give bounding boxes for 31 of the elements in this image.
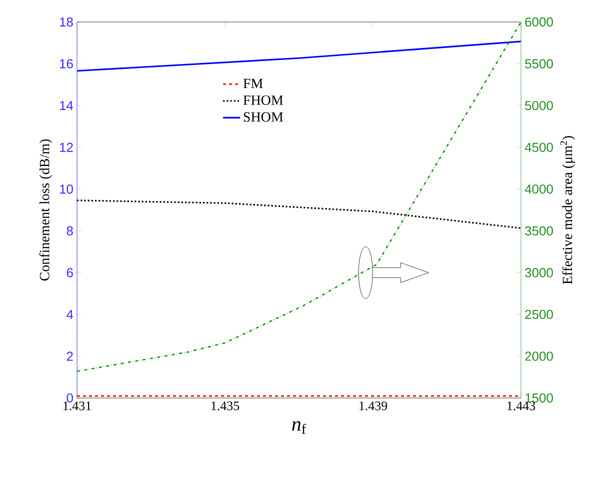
x-tick-label: 1.443 [508, 402, 536, 410]
y2-tick-label: 3500 [525, 226, 553, 236]
y-tick-label: 8 [66, 226, 73, 236]
y2-tick-label: 1500 [526, 393, 553, 403]
x-tick-label: 1.435 [212, 402, 240, 410]
y-tick-label: 2 [66, 352, 73, 361]
y2-tick-label: 4500 [524, 142, 553, 152]
y2-tick-label: 5500 [525, 59, 553, 68]
y2-tick-label: 5000 [525, 100, 553, 110]
y2-tick-label: 2500 [525, 310, 553, 320]
y2-axis-title: Effective mode area (μm$^{2}$) [560, 136, 576, 284]
y-tick-label: 0 [66, 393, 73, 403]
y-tick-label: 12 [60, 142, 73, 152]
y2-tick-label: 4000 [524, 184, 553, 194]
y-tick-label: 6 [66, 268, 73, 278]
legend-label: FM [243, 78, 263, 88]
legend-label: SHOM [244, 112, 283, 122]
y-tick-label: 4 [66, 310, 74, 319]
x-axis-title: n$_{f}$ [292, 421, 306, 434]
line-series [77, 200, 521, 229]
y-axis-title: Confinement loss (dB/m) [39, 139, 52, 281]
y2-tick-label: 3000 [525, 268, 553, 278]
y-tick-label: 10 [60, 184, 73, 194]
y-tick-label: 14 [60, 101, 74, 110]
x-tick-label: 1.439 [360, 402, 388, 410]
x-tick-label: 1.431 [64, 402, 91, 410]
legend-label: FHOM [243, 96, 283, 105]
y2-tick-label: 2000 [525, 352, 553, 361]
y-tick-label: 16 [60, 59, 73, 68]
y2-tick-label: 6000 [525, 17, 553, 27]
y-tick-label: 18 [60, 17, 73, 27]
